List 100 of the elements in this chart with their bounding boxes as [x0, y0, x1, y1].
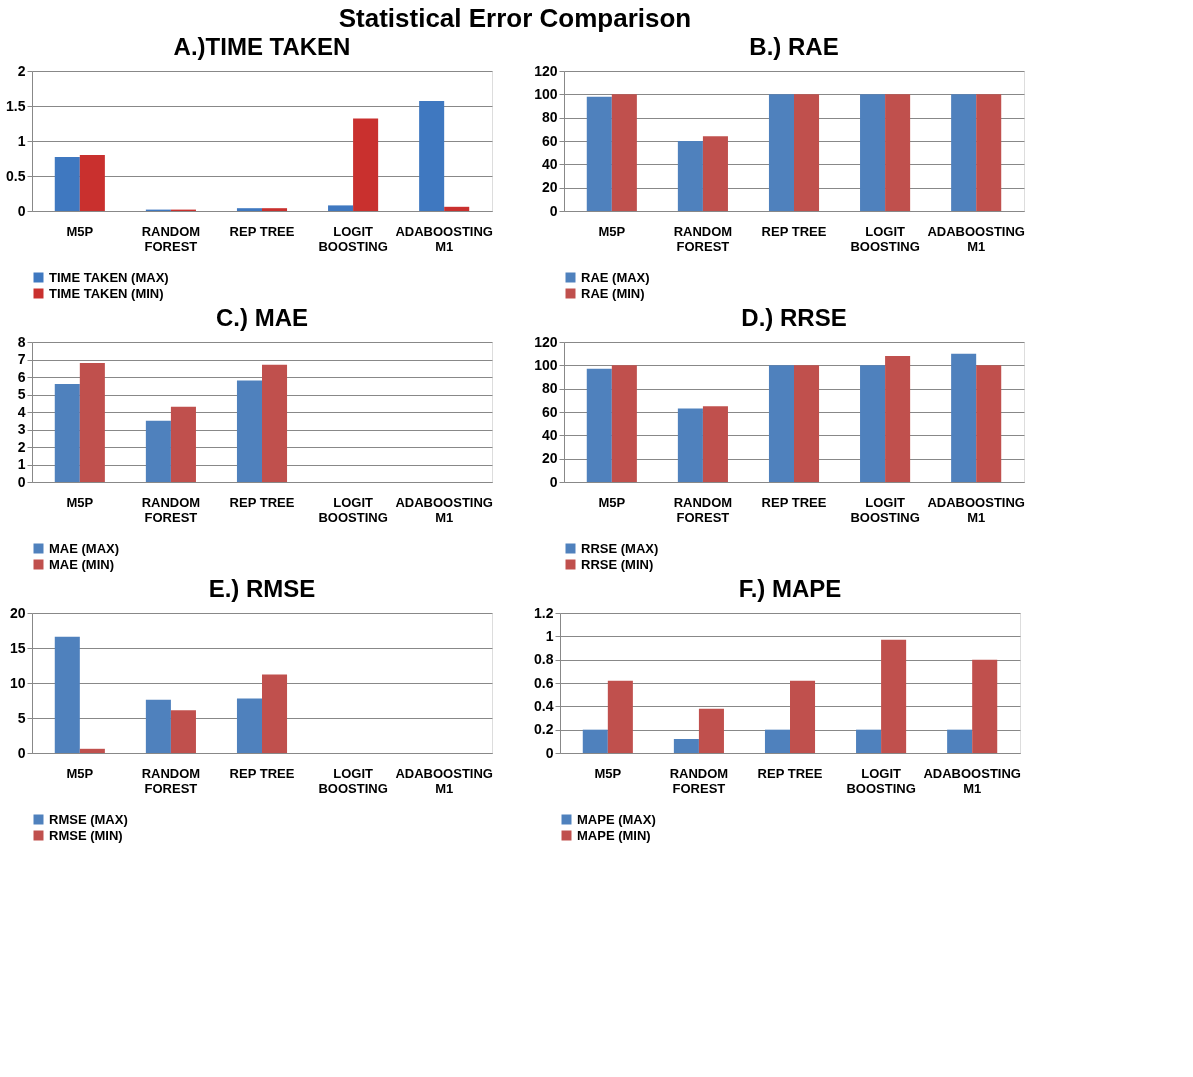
legend-label: MAPE (MAX) [577, 811, 656, 827]
x-tick-label: ADABOOSTING M1 [927, 494, 1025, 525]
bar [951, 353, 977, 482]
bar [79, 155, 105, 211]
y-tick-label: 20 [9, 604, 26, 621]
y-tick-label: 15 [9, 639, 26, 656]
y-tick-label: 5 [17, 386, 26, 402]
bar [145, 699, 171, 753]
x-tick-label: RANDOM FOREST [669, 765, 729, 796]
bar [236, 380, 262, 482]
legend-label: RAE (MAX) [581, 269, 650, 285]
x-tick-label: RANDOM FOREST [141, 223, 201, 254]
bar [976, 365, 1002, 482]
y-tick-label: 6 [17, 368, 26, 385]
chart-title: A.)TIME TAKEN [173, 33, 351, 60]
bar [262, 364, 288, 482]
x-tick-label: LOGIT BOOSTING [318, 223, 388, 254]
legend-label: RMSE (MAX) [49, 811, 128, 827]
chart-title: F.) MAPE [738, 575, 842, 602]
y-tick-label: 120 [534, 333, 558, 350]
bar [947, 729, 973, 753]
x-tick-label: REP TREE [229, 223, 295, 239]
y-tick-label: 20 [541, 179, 558, 196]
bar [236, 208, 262, 211]
bar [885, 356, 911, 482]
bar [951, 94, 977, 211]
bar [972, 659, 998, 753]
y-tick-label: 0.2 [534, 721, 554, 738]
y-tick-label: 2 [17, 62, 26, 79]
legend-label: RMSE (MIN) [49, 827, 123, 843]
legend-label: MAE (MAX) [49, 540, 120, 556]
bar [328, 205, 354, 211]
y-tick-label: 3 [17, 421, 26, 437]
x-tick-label: LOGIT BOOSTING [318, 765, 388, 796]
bar [611, 365, 637, 482]
y-tick-label: 0 [549, 202, 558, 219]
bar [702, 136, 728, 211]
y-tick-label: 80 [541, 380, 558, 397]
x-tick-label: REP TREE [757, 765, 823, 781]
legend-label: RRSE (MIN) [581, 556, 654, 572]
x-tick-label: LOGIT BOOSTING [850, 494, 920, 525]
y-tick-label: 0 [17, 202, 26, 219]
chart-title: E.) RMSE [208, 575, 316, 602]
x-tick-label: REP TREE [761, 494, 827, 510]
x-tick-label: M5P [598, 494, 626, 510]
x-tick-label: M5P [594, 765, 622, 781]
y-tick-label: 0 [17, 473, 26, 490]
bar [586, 96, 612, 211]
y-tick-label: 8 [17, 333, 26, 350]
bar [54, 636, 80, 753]
y-tick-label: 5 [17, 709, 26, 726]
y-tick-label: 1 [545, 627, 554, 644]
y-tick-label: 100 [534, 85, 558, 102]
y-tick-label: 0.4 [534, 697, 554, 714]
bar [353, 118, 379, 211]
x-tick-label: RANDOM FOREST [141, 765, 201, 796]
bar [881, 639, 907, 753]
bar [885, 94, 911, 211]
bar [677, 408, 703, 482]
y-tick-label: 60 [541, 403, 558, 420]
chart-title: B.) RAE [749, 33, 839, 60]
y-tick-label: 0 [545, 744, 554, 761]
bar [976, 94, 1002, 211]
bar [262, 208, 288, 211]
chart-title: D.) RRSE [741, 304, 847, 331]
x-tick-label: ADABOOSTING M1 [395, 765, 493, 796]
bar [702, 406, 728, 482]
bar [698, 708, 724, 753]
x-tick-label: RANDOM FOREST [673, 494, 733, 525]
y-tick-label: 0.5 [6, 167, 26, 184]
x-tick-label: REP TREE [229, 494, 295, 510]
x-tick-label: M5P [66, 765, 94, 781]
y-tick-label: 2 [17, 438, 26, 455]
bar [145, 420, 171, 482]
text: Statistical Error Comparison [338, 2, 692, 33]
y-tick-label: 80 [541, 109, 558, 126]
bar [170, 406, 196, 482]
x-tick-label: M5P [66, 494, 94, 510]
x-tick-label: ADABOOSTING M1 [395, 223, 493, 254]
bar [794, 365, 820, 482]
bar [764, 729, 790, 753]
x-tick-label: RANDOM FOREST [141, 494, 201, 525]
legend-label: RRSE (MAX) [581, 540, 659, 556]
bar [790, 680, 816, 753]
y-tick-label: 100 [534, 356, 558, 373]
y-tick-label: 0 [549, 473, 558, 490]
bar [419, 101, 445, 211]
bar [768, 365, 794, 482]
y-tick-label: 40 [541, 155, 558, 172]
bar [611, 94, 637, 211]
x-tick-label: REP TREE [229, 765, 295, 781]
y-tick-label: 20 [541, 450, 558, 467]
bar [673, 739, 699, 753]
bar [54, 157, 80, 211]
bar [170, 710, 196, 753]
chart-title: C.) MAE [216, 304, 308, 331]
y-tick-label: 1 [17, 132, 26, 149]
y-tick-label: 0.8 [534, 651, 554, 668]
y-tick-label: 4 [17, 403, 26, 420]
bar [79, 748, 105, 753]
